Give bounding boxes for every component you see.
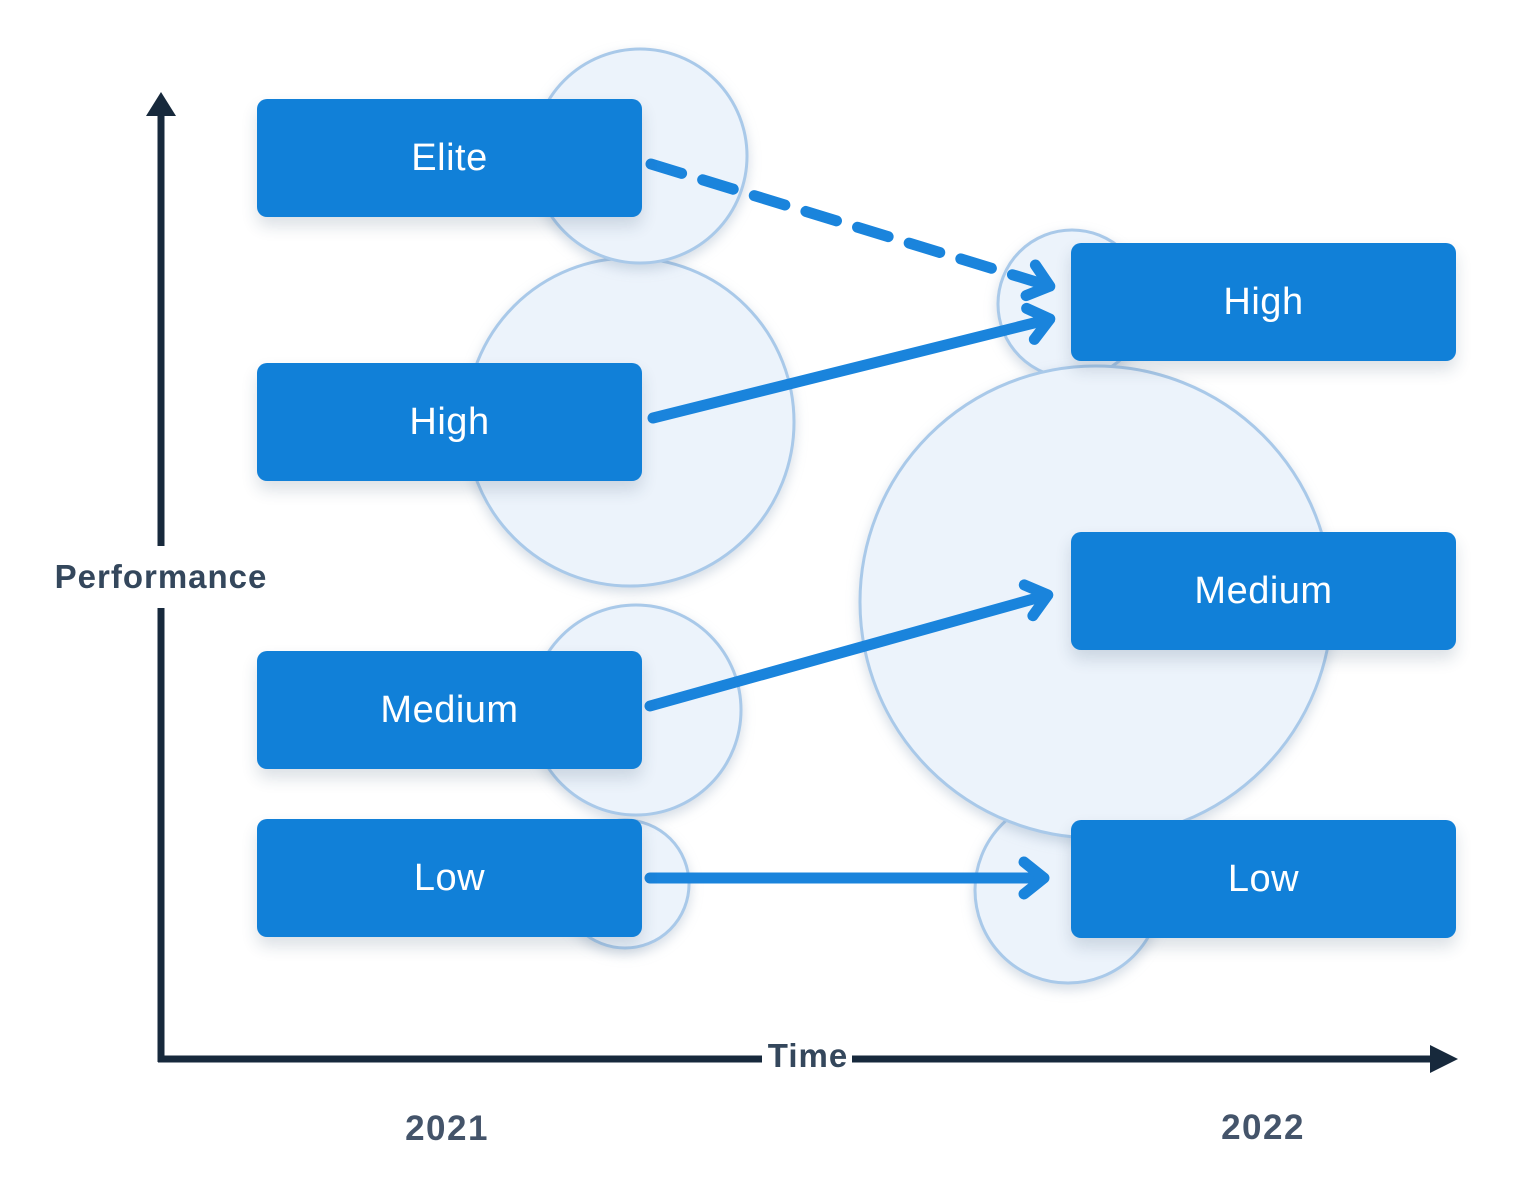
x-tick-2021: 2021 xyxy=(405,1109,489,1148)
x-tick-2022: 2022 xyxy=(1221,1108,1305,1147)
node-medium-2021: Medium xyxy=(257,651,642,769)
y-axis-label: Performance xyxy=(54,558,268,595)
node-label: Medium xyxy=(380,688,519,731)
node-label: Low xyxy=(1227,857,1300,900)
node-elite-2021: Elite xyxy=(257,99,642,217)
node-medium-2022: Medium xyxy=(1071,532,1456,650)
flow-arrow-medium-to-medium xyxy=(644,579,1054,712)
flow-arrow-elite-to-high xyxy=(645,158,1056,302)
node-label: Elite xyxy=(411,136,488,179)
node-label: High xyxy=(1223,280,1304,323)
node-label: Low xyxy=(413,856,486,899)
y-axis-arrowhead-icon xyxy=(146,92,176,116)
flow-arrows xyxy=(644,158,1056,900)
node-low-2021: Low xyxy=(257,819,642,937)
node-low-2022: Low xyxy=(1071,820,1456,938)
flow-arrow-high-to-high xyxy=(647,302,1056,424)
node-high-2021: High xyxy=(257,363,642,481)
node-label: Medium xyxy=(1194,569,1333,612)
axes xyxy=(146,92,1458,1073)
node-high-2022: High xyxy=(1071,243,1456,361)
x-axis-label: Time xyxy=(767,1037,849,1074)
x-axis-arrowhead-icon xyxy=(1430,1045,1458,1073)
node-label: High xyxy=(409,400,490,443)
